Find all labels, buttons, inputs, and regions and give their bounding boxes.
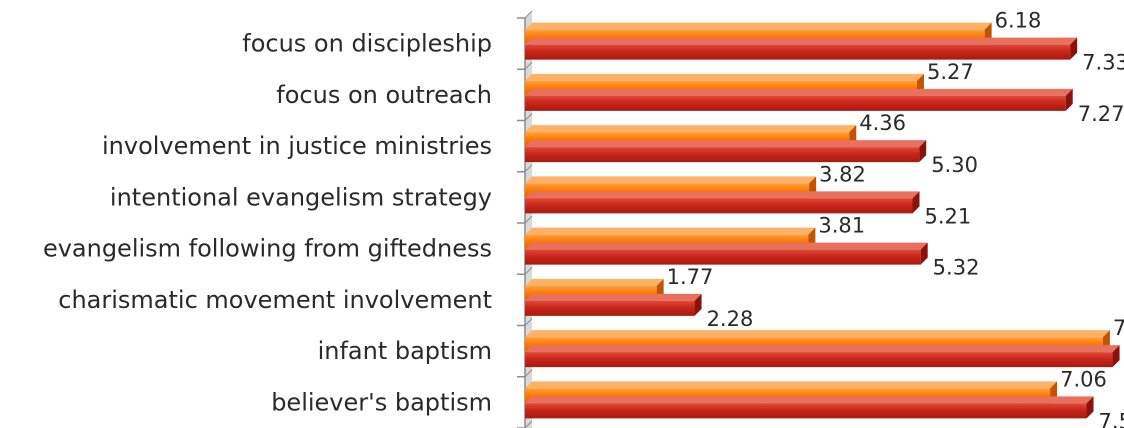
y-axis-tick-depth (524, 113, 533, 121)
y-axis-tick-depth (524, 164, 533, 173)
bar-side-face (912, 191, 920, 214)
bar-side-face (1112, 345, 1120, 368)
bar (525, 300, 695, 316)
value-label: 5.32 (933, 256, 980, 280)
bar (525, 352, 1113, 368)
category-label: involvement in justice ministries (102, 132, 492, 160)
value-label: 3.82 (819, 162, 866, 186)
value-label: 7.77 (1113, 316, 1124, 340)
bar-top-face (525, 191, 920, 199)
bar-top-face (525, 381, 1058, 389)
value-label: 1.77 (667, 265, 714, 289)
bar (525, 403, 1087, 419)
value-label: 2.28 (707, 307, 754, 331)
bar (525, 95, 1066, 111)
y-axis-tick-depth (524, 10, 533, 19)
bar-top-face (525, 88, 1073, 96)
bar-top-face (525, 125, 857, 133)
value-label: 5.27 (927, 60, 974, 84)
value-label: 7.55 (1099, 409, 1124, 428)
value-label: 3.81 (818, 214, 865, 238)
bar-top-face (525, 396, 1094, 404)
category-label: focus on outreach (276, 81, 492, 109)
value-label: 7.06 (1060, 367, 1107, 391)
y-axis-tick-depth (524, 266, 533, 275)
category-label: focus on discipleship (242, 30, 492, 58)
bar-top-face (525, 22, 992, 30)
bar-top-face (525, 293, 702, 301)
bar (525, 198, 913, 214)
value-label: 7.33 (1082, 51, 1124, 75)
value-label: 5.30 (931, 153, 978, 177)
bar-top-face (525, 73, 924, 81)
bar-top-face (525, 176, 817, 184)
value-label: 4.36 (859, 111, 906, 135)
bar-side-face (1086, 396, 1094, 419)
bar-side-face (919, 140, 927, 163)
bar-top-face (525, 330, 1110, 338)
bar-side-face (920, 242, 928, 265)
labels-layer: focus on discipleship 6.18 7.33 focus on ou… (43, 9, 1124, 428)
category-label: intentional evangelism strategy (110, 183, 492, 211)
bar-side-face (1065, 88, 1073, 111)
y-axis-tick-depth (524, 318, 533, 326)
bar (525, 44, 1071, 60)
bar-top-face (525, 140, 927, 148)
bar-top-face (525, 242, 928, 250)
bar (525, 249, 921, 265)
y-axis-tick-depth (524, 420, 533, 428)
category-label: infant baptism (318, 337, 492, 365)
value-label: 7.27 (1078, 102, 1124, 126)
bar-top-face (525, 345, 1120, 353)
bar-side-face (694, 293, 702, 316)
value-label: 6.18 (995, 9, 1042, 33)
y-axis-tick-depth (524, 369, 533, 378)
bar (525, 147, 920, 163)
value-label: 5.21 (924, 204, 971, 228)
category-label: believer's baptism (271, 388, 492, 416)
bar-top-face (525, 278, 664, 286)
bar-top-face (525, 227, 816, 235)
bar-top-face (525, 37, 1078, 45)
bars-layer (525, 22, 1120, 419)
y-axis-tick-depth (524, 61, 533, 70)
y-axis-tick-depth (524, 215, 533, 224)
category-label: charismatic movement involvement (58, 286, 492, 314)
bar-side-face (1070, 37, 1078, 60)
category-label: evangelism following from giftedness (43, 235, 492, 263)
